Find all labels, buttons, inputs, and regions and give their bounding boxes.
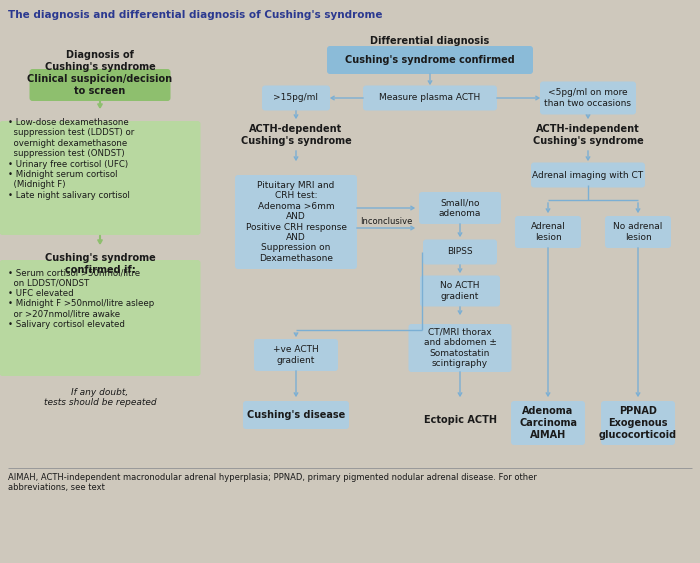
- FancyBboxPatch shape: [419, 192, 501, 224]
- Text: ACTH-dependent
Cushing's syndrome: ACTH-dependent Cushing's syndrome: [241, 124, 351, 146]
- Text: Clinical suspicion/decision
to screen: Clinical suspicion/decision to screen: [27, 74, 173, 96]
- Text: BIPSS: BIPSS: [447, 248, 473, 257]
- Text: • Low-dose dexamethasone
  suppression test (LDDST) or
  overnight dexamethasone: • Low-dose dexamethasone suppression tes…: [8, 118, 134, 200]
- Text: Inconclusive: Inconclusive: [360, 217, 412, 226]
- Text: Differential diagnosis: Differential diagnosis: [370, 36, 489, 46]
- Text: <5pg/ml on more
than two occasions: <5pg/ml on more than two occasions: [545, 88, 631, 108]
- Text: Adrenal
lesion: Adrenal lesion: [531, 222, 566, 242]
- FancyBboxPatch shape: [254, 339, 338, 371]
- FancyBboxPatch shape: [243, 401, 349, 429]
- FancyBboxPatch shape: [0, 260, 200, 376]
- FancyBboxPatch shape: [420, 275, 500, 306]
- Text: The diagnosis and differential diagnosis of Cushing's syndrome: The diagnosis and differential diagnosis…: [8, 10, 382, 20]
- FancyBboxPatch shape: [409, 324, 512, 372]
- FancyBboxPatch shape: [235, 175, 357, 269]
- FancyBboxPatch shape: [605, 216, 671, 248]
- FancyBboxPatch shape: [423, 239, 497, 265]
- Text: Adenoma
Carcinoma
AIMAH: Adenoma Carcinoma AIMAH: [519, 406, 577, 440]
- Text: CT/MRI thorax
and abdomen ±
Somatostatin
scintigraphy: CT/MRI thorax and abdomen ± Somatostatin…: [424, 328, 496, 368]
- Text: If any doubt,
tests should be repeated: If any doubt, tests should be repeated: [43, 388, 156, 408]
- Text: Measure plasma ACTH: Measure plasma ACTH: [379, 93, 481, 102]
- Text: >15pg/ml: >15pg/ml: [274, 93, 318, 102]
- Text: ACTH-independent
Cushing's syndrome: ACTH-independent Cushing's syndrome: [533, 124, 643, 146]
- FancyBboxPatch shape: [29, 69, 171, 101]
- FancyBboxPatch shape: [515, 216, 581, 248]
- FancyBboxPatch shape: [0, 121, 200, 235]
- Text: Adrenal imaging with CT: Adrenal imaging with CT: [533, 171, 643, 180]
- Text: Pituitary MRI and
CRH test:
Adenoma >6mm
AND
Positive CRH response
AND
Suppressi: Pituitary MRI and CRH test: Adenoma >6mm…: [246, 181, 346, 263]
- Text: Cushing's disease: Cushing's disease: [247, 410, 345, 420]
- Text: No ACTH
gradient: No ACTH gradient: [440, 282, 480, 301]
- FancyBboxPatch shape: [601, 401, 675, 445]
- FancyBboxPatch shape: [262, 86, 330, 110]
- Text: Cushing's syndrome confirmed: Cushing's syndrome confirmed: [345, 55, 515, 65]
- Text: • Serum cortisol >50nmol/litre
  on LDDST/ONDST
• UFC elevated
• Midnight F >50n: • Serum cortisol >50nmol/litre on LDDST/…: [8, 268, 154, 329]
- Text: No adrenal
lesion: No adrenal lesion: [613, 222, 663, 242]
- Text: Diagnosis of
Cushing's syndrome: Diagnosis of Cushing's syndrome: [45, 50, 155, 72]
- FancyBboxPatch shape: [327, 46, 533, 74]
- Text: Ectopic ACTH: Ectopic ACTH: [424, 415, 496, 425]
- FancyBboxPatch shape: [363, 86, 497, 110]
- Text: Cushing's syndrome
confirmed if:: Cushing's syndrome confirmed if:: [45, 253, 155, 275]
- FancyBboxPatch shape: [540, 82, 636, 114]
- Text: Small/no
adenoma: Small/no adenoma: [439, 198, 481, 218]
- FancyBboxPatch shape: [511, 401, 585, 445]
- Text: AIMAH, ACTH-independent macronodular adrenal hyperplasia; PPNAD, primary pigment: AIMAH, ACTH-independent macronodular adr…: [8, 473, 537, 493]
- Text: +ve ACTH
gradient: +ve ACTH gradient: [273, 345, 319, 365]
- Text: PPNAD
Exogenous
glucocorticoid: PPNAD Exogenous glucocorticoid: [599, 406, 677, 440]
- FancyBboxPatch shape: [531, 163, 645, 187]
